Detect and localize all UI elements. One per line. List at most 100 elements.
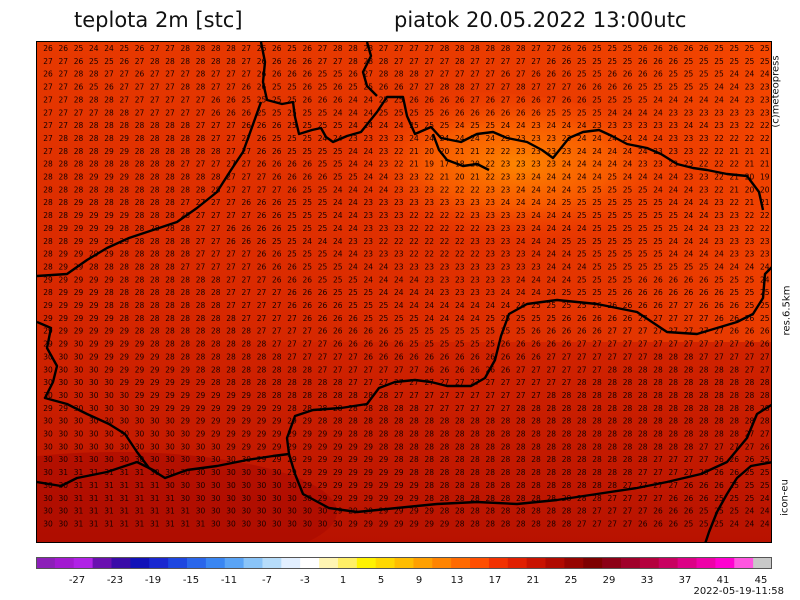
colorbar-swatch xyxy=(432,557,452,569)
colorbar-swatch xyxy=(224,557,245,569)
grid-row: 30 30 30 30 29 29 29 29 29 29 28 28 28 28 28 28 28 28 27 27… xyxy=(43,365,770,374)
colorbar-tick-label: -11 xyxy=(220,575,238,586)
grid-row: 30 30 30 30 30 30 29 29 29 29 29 29 29 29 28 28 28 28 28 28… xyxy=(43,391,770,400)
colorbar-tick-label: 5 xyxy=(377,575,385,586)
colorbar xyxy=(36,557,772,569)
grid-row: 27 28 28 28 28 29 28 28 28 28 28 27 27 27 26 25 25 25 24 24… xyxy=(43,134,770,143)
temperature-grid-values: 26 26 25 24 24 25 26 27 27 28 28 28 28 27 26 26 25 26 27 28… xyxy=(43,44,770,528)
colorbar-tick-label: 33 xyxy=(640,575,654,586)
colorbar-swatch xyxy=(130,557,150,569)
colorbar-swatch xyxy=(168,557,188,569)
colorbar-swatch xyxy=(602,557,622,569)
colorbar-swatch xyxy=(715,557,735,569)
colorbar-swatch xyxy=(583,557,603,569)
border-hungary-south xyxy=(287,403,771,514)
colorbar-swatch xyxy=(319,557,339,569)
colorbar-swatch xyxy=(375,557,396,569)
grid-row: 27 27 26 25 26 27 27 27 27 28 28 27 27 26 26 25 25 26 25 26… xyxy=(43,83,770,92)
colorbar-tick-label: 1 xyxy=(339,575,347,586)
temperature-map-canvas: 26 26 25 24 24 25 26 27 27 28 28 28 28 27 26 26 25 26 27 28… xyxy=(37,42,771,542)
colorbar-swatch xyxy=(337,557,358,569)
colorbar-swatch xyxy=(413,557,433,569)
colorbar-tick-label: -3 xyxy=(300,575,310,586)
grid-row: 30 30 30 30 30 30 30 30 30 29 29 29 29 29 29 29 29 29 28 28… xyxy=(43,417,770,426)
colorbar-swatch xyxy=(658,557,679,569)
grid-row: 30 30 31 31 31 31 31 31 31 31 31 30 30 30 30 30 30 30 30 30… xyxy=(43,519,770,528)
hot-lowland-area xyxy=(37,452,337,542)
colorbar-tick-label: 17 xyxy=(488,575,502,586)
colorbar-swatch xyxy=(205,557,226,569)
colorbar-swatch xyxy=(149,557,169,569)
colorbar-swatch xyxy=(545,557,565,569)
border-tatra-loop xyxy=(431,133,490,172)
map-title: teplota 2m [stc] xyxy=(74,8,243,32)
colorbar-swatch xyxy=(696,557,716,569)
border-danube xyxy=(37,266,771,480)
colorbar-swatch xyxy=(73,557,94,569)
border-west-upper xyxy=(37,101,263,278)
border-czech-slovak-north xyxy=(259,42,765,211)
grid-row: 30 30 30 29 29 29 29 29 28 28 28 28 28 28 28 28 27 27 27 27… xyxy=(43,352,770,361)
border-east-south xyxy=(704,461,771,542)
grid-row: 27 27 26 25 25 26 27 28 28 28 28 28 28 27 26 26 26 26 27 27… xyxy=(43,57,770,66)
grid-row: 28 28 28 28 28 28 28 28 28 28 28 28 27 27 27 27 26 25 25 24… xyxy=(43,185,770,194)
colorbar-swatch xyxy=(753,557,772,569)
colorbar-swatch xyxy=(470,557,490,569)
grid-row: 28 29 29 29 28 28 28 28 28 28 28 28 27 27 27 27 26 26 26 25… xyxy=(43,288,770,297)
grid-row: 30 31 31 31 31 31 31 30 30 30 30 30 30 30 30 30 29 29 29 29… xyxy=(43,468,770,477)
grid-row: 28 28 29 29 29 29 28 28 28 28 27 27 26 26 26 25 25 24 24 24… xyxy=(43,237,770,246)
colorbar-tick-label: -27 xyxy=(68,575,86,586)
colorbar-swatch xyxy=(243,557,263,569)
grid-row: 28 28 29 29 29 29 28 28 28 28 27 27 27 27 26 26 25 25 25 24… xyxy=(43,211,770,220)
temperature-map: 26 26 25 24 24 25 26 27 27 28 28 28 28 27 26 26 25 26 27 28… xyxy=(36,41,772,543)
cooler-mountain-area xyxy=(207,92,727,332)
grid-row: 30 30 31 30 30 30 30 30 30 30 30 30 30 30 29 29 29 29 29 29… xyxy=(43,455,770,464)
map-date: piatok 20.05.2022 13:00utc xyxy=(394,8,687,32)
credit-label: (c)meteopress xyxy=(770,55,782,128)
colorbar-tick-labels: -27 -23 -19 -15 -11 -7 -3 1 5 9 13 17 21 25 29 33 37 41 45 xyxy=(0,575,800,589)
colorbar-swatch xyxy=(621,557,641,569)
colorbar-swatch xyxy=(36,557,56,569)
border-south-west xyxy=(37,460,158,488)
colorbar-swatch xyxy=(54,557,75,569)
grid-row: 29 29 29 29 29 29 28 28 28 28 28 28 28 28 27 27 27 27 26 26… xyxy=(43,327,770,336)
grid-row: 30 30 31 31 31 31 31 31 31 30 30 30 30 30 30 30 30 30 29 29… xyxy=(43,494,770,503)
colorbar-swatch xyxy=(526,557,547,569)
colorbar-swatch xyxy=(734,557,754,569)
colorbar-tick-label: -15 xyxy=(182,575,200,586)
colorbar-swatch xyxy=(300,557,320,569)
colorbar-swatch xyxy=(356,557,377,569)
colorbar-swatch xyxy=(677,557,698,569)
colorbar-swatch xyxy=(564,557,584,569)
colorbar-tick-label: 21 xyxy=(526,575,540,586)
grid-row: 29 29 29 29 28 28 28 28 28 28 28 28 27 27 27 27 26 26 26 26… xyxy=(43,301,770,310)
colorbar-swatch xyxy=(451,557,471,569)
grid-row: 27 27 28 28 28 27 27 27 27 27 27 26 26 25 25 25 25 26 26 26… xyxy=(43,95,770,104)
grid-row: 30 30 30 30 30 30 30 30 30 30 30 30 29 29 29 29 29 29 29 29… xyxy=(43,442,770,451)
colorbar-tick-label: 29 xyxy=(602,575,616,586)
colorbar-tick-label: 25 xyxy=(564,575,578,586)
country-borders xyxy=(37,42,771,542)
grid-row: 29 29 29 29 29 28 28 28 28 28 28 28 28 27 27 27 27 26 26 26… xyxy=(43,314,770,323)
model-label: icon-eu xyxy=(779,479,791,516)
colorbar-border xyxy=(36,557,772,569)
colorbar-tick-label: -23 xyxy=(106,575,124,586)
colorbar-swatch xyxy=(639,557,660,569)
colorbar-tick-label: 41 xyxy=(716,575,730,586)
colorbar-swatch xyxy=(507,557,528,569)
colorbar-swatch xyxy=(394,557,414,569)
colorbar-swatch xyxy=(488,557,509,569)
grid-row: 26 27 28 28 27 27 26 27 27 27 28 27 27 27 26 26 26 26 25 25… xyxy=(43,70,770,79)
colorbar-tick-label: 13 xyxy=(450,575,464,586)
colorbar-swatch xyxy=(281,557,301,569)
colorbar-tick-label: 45 xyxy=(754,575,768,586)
run-timestamp: 2022-05-19-11:58 xyxy=(693,586,784,597)
grid-row: 27 27 28 28 28 28 28 28 28 28 27 27 27 26 26 26 25 25 25 25… xyxy=(43,121,770,130)
grid-row: 28 29 29 29 29 28 28 28 28 28 27 27 27 27 26 26 25 25 25 24… xyxy=(43,250,770,259)
grid-row: 30 30 31 31 31 31 31 31 30 30 30 30 30 30 30 30 30 29 29 29… xyxy=(43,481,770,490)
grid-row: 27 27 27 27 28 28 27 27 27 27 27 26 26 26 25 25 25 25 25 24… xyxy=(43,108,770,117)
colorbar-tick-label: -19 xyxy=(144,575,162,586)
grid-row: 28 28 28 29 29 29 28 28 28 28 28 28 27 27 27 26 26 26 26 25… xyxy=(43,173,770,182)
grid-row: 28 28 29 28 28 28 28 28 28 27 27 27 27 26 26 26 25 25 25 24… xyxy=(43,198,770,207)
grid-row: 30 30 30 30 30 30 30 30 30 30 29 29 29 29 29 29 29 29 29 29… xyxy=(43,430,770,439)
